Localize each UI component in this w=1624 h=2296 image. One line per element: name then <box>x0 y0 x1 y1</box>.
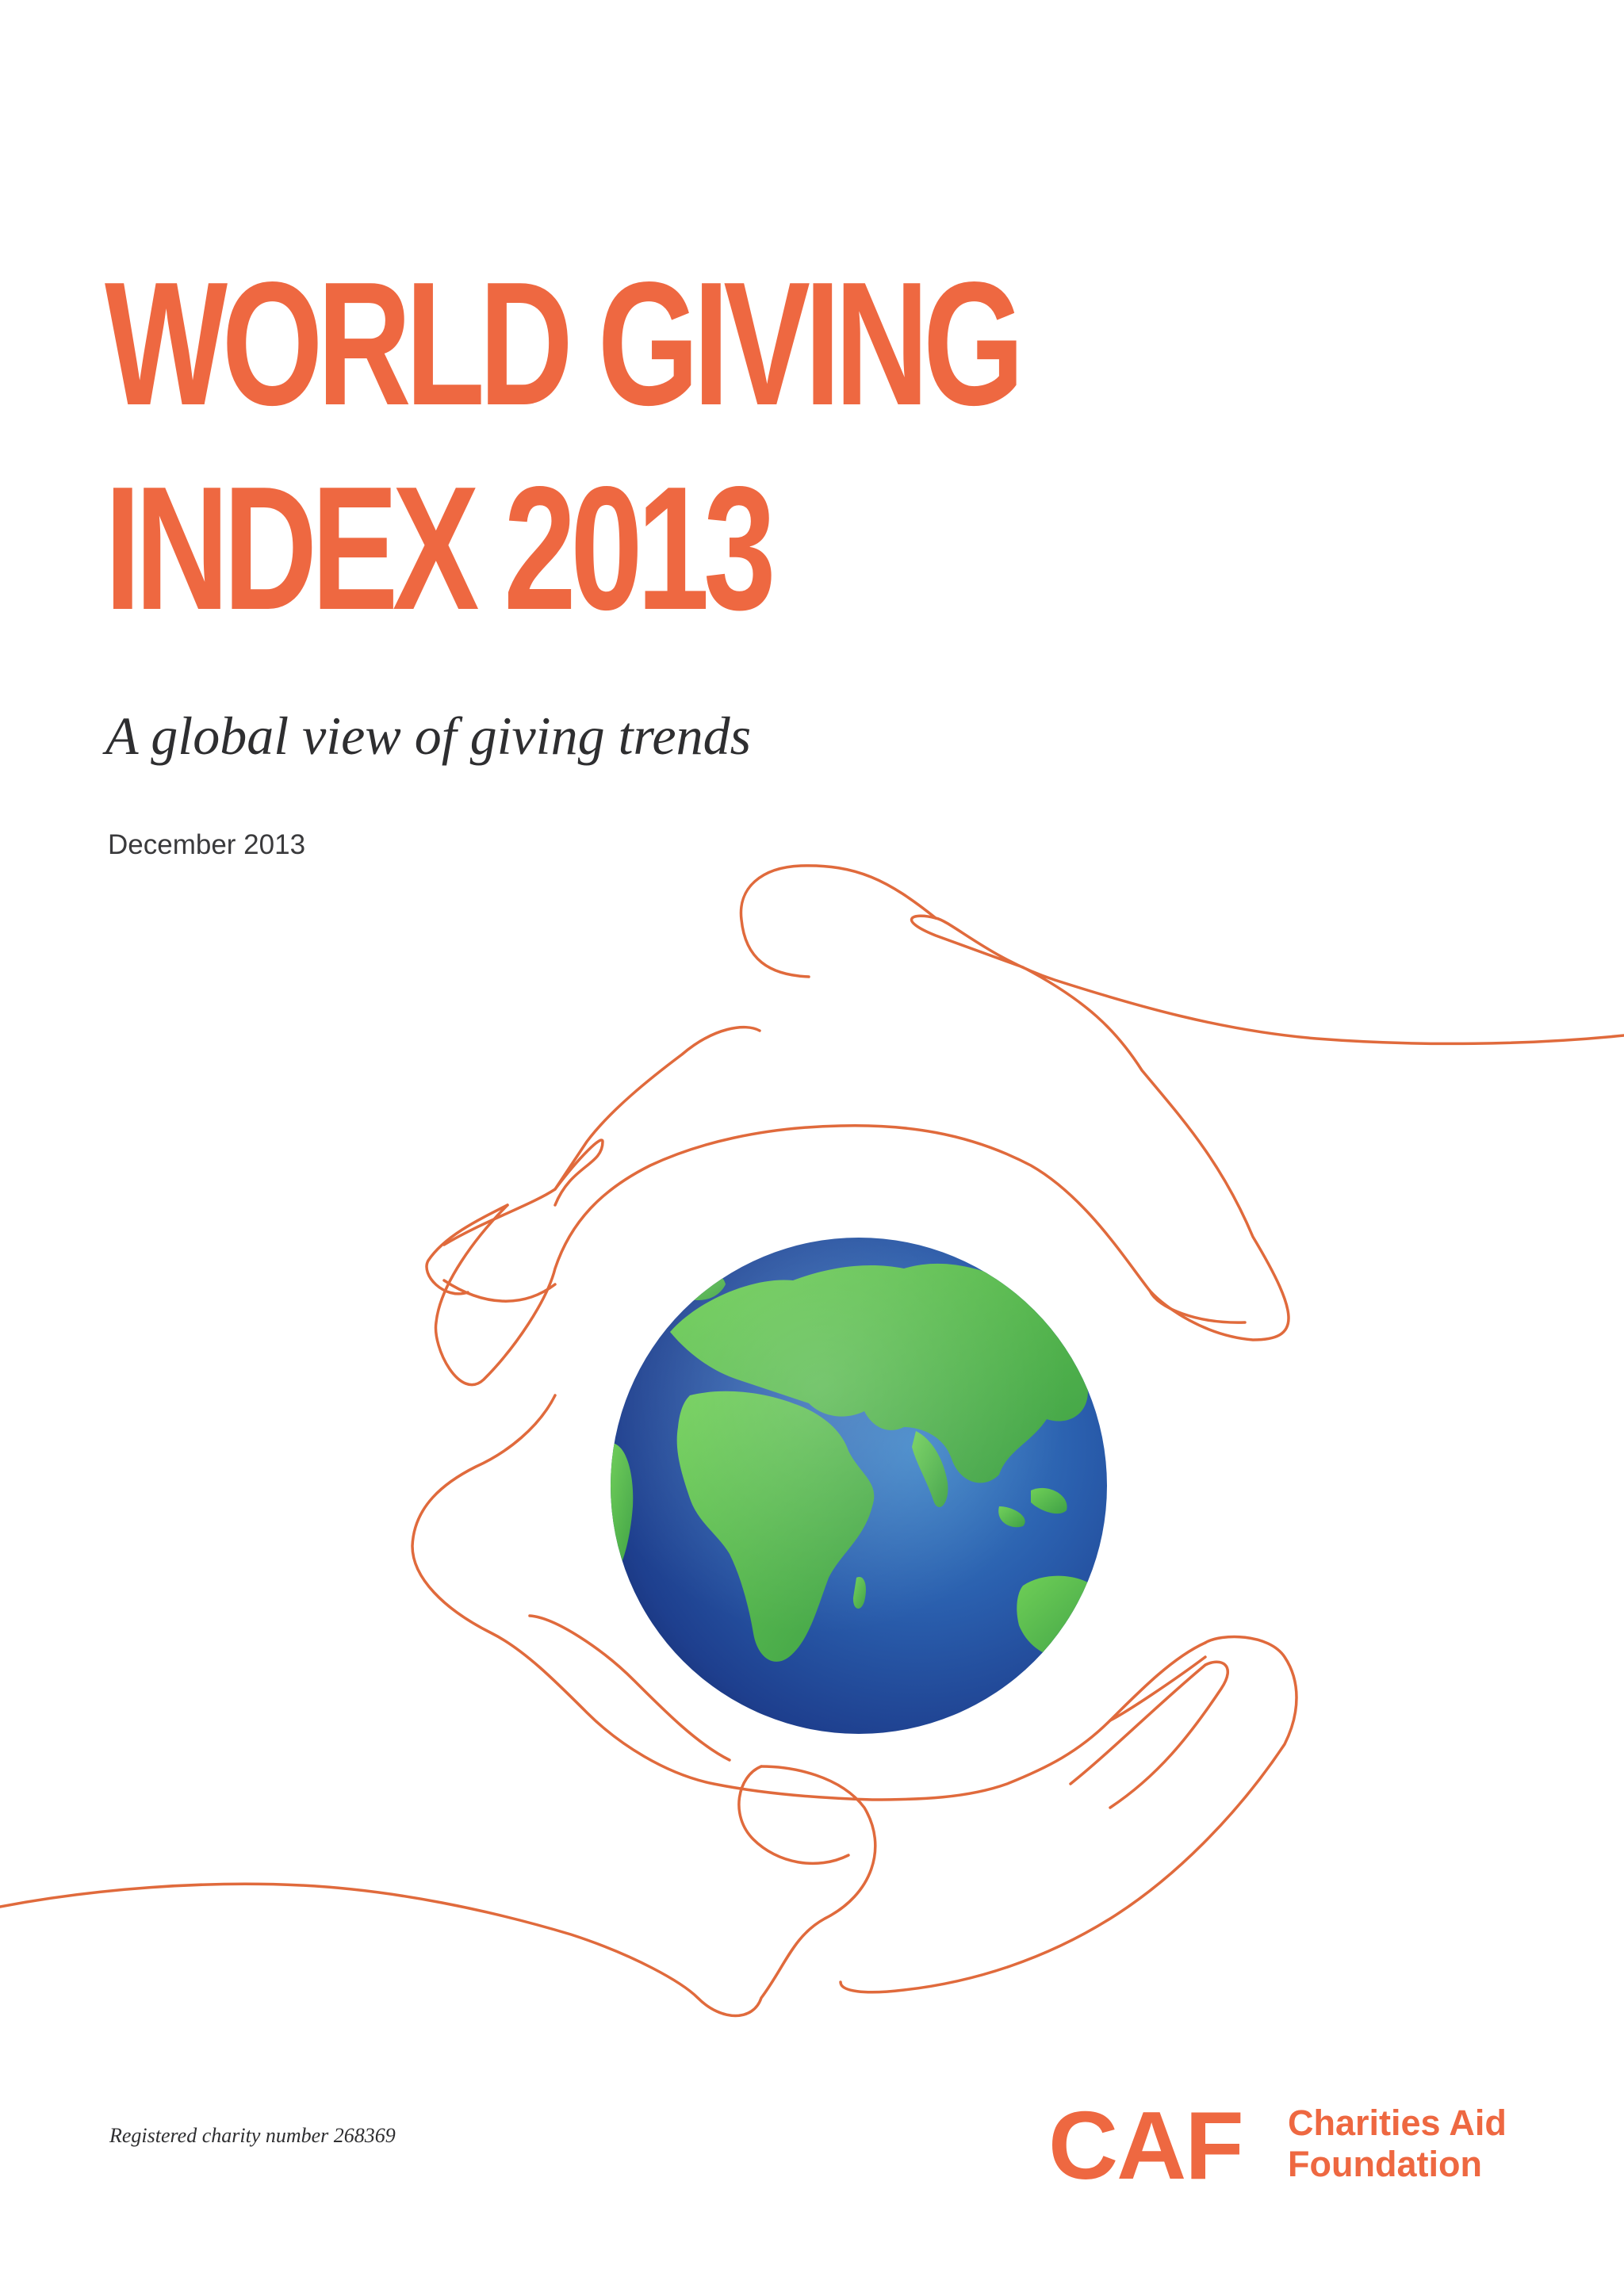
caf-logo-mark: CAF <box>1048 2091 1244 2199</box>
caf-logo: CAF Charities Aid Foundation <box>1048 2097 1524 2194</box>
lower-hand-icon <box>0 1394 1298 2018</box>
report-subtitle: A global view of giving trends <box>105 706 752 766</box>
report-title-line-2: INDEX 2013 <box>105 450 776 647</box>
caf-logo-line-2: Foundation <box>1288 2144 1482 2184</box>
upper-hand-icon <box>425 864 1624 1387</box>
globe-icon <box>611 1238 1107 1734</box>
caf-logo-wordmark: Charities Aid Foundation <box>1288 2103 1507 2185</box>
charity-registration-note: Registered charity number 268369 <box>109 2124 396 2147</box>
publication-date: December 2013 <box>108 829 306 860</box>
report-title-line-1: WORLD GIVING <box>105 246 1025 442</box>
report-title: WORLD GIVING INDEX 2013 <box>105 242 1025 651</box>
caf-logo-line-1: Charities Aid <box>1288 2103 1507 2143</box>
